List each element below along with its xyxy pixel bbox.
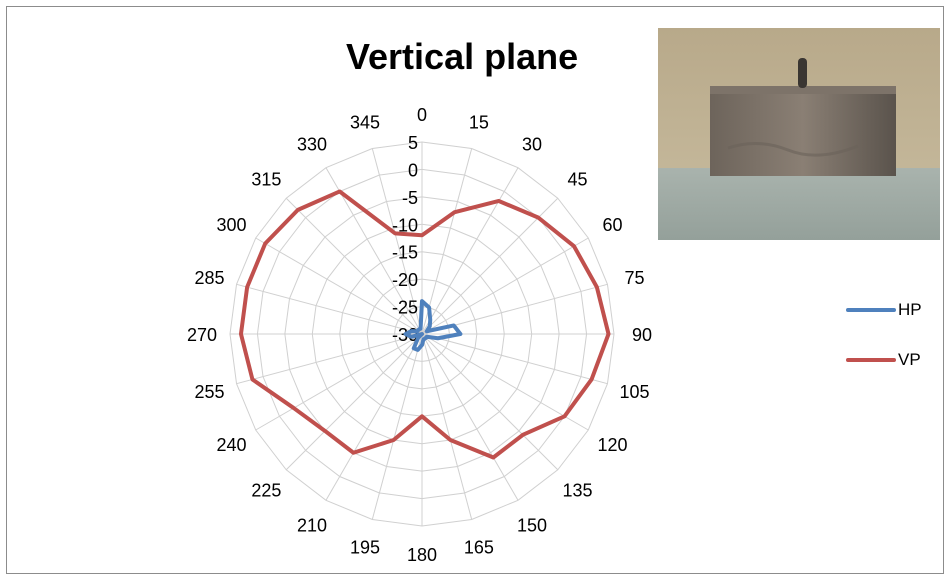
grid-spoke bbox=[325, 333, 423, 501]
chart-title: Vertical plane bbox=[346, 36, 579, 77]
angle-tick-label: 195 bbox=[350, 538, 380, 558]
grid-spoke bbox=[371, 333, 423, 520]
angle-tick-label: 180 bbox=[407, 545, 437, 565]
angle-tick-label: 135 bbox=[563, 481, 593, 501]
legend-swatch-hp bbox=[846, 308, 896, 312]
antenna-photo bbox=[658, 28, 940, 240]
angle-tick-label: 225 bbox=[251, 481, 281, 501]
grid-spoke bbox=[236, 333, 423, 385]
grid-spoke bbox=[255, 333, 423, 431]
grid-spoke bbox=[421, 237, 589, 335]
radial-tick-label: -20 bbox=[392, 270, 418, 290]
angle-tick-label: 105 bbox=[619, 382, 649, 402]
radial-tick-label: -10 bbox=[392, 215, 418, 235]
legend-label-hp: HP bbox=[898, 300, 922, 319]
angle-tick-label: 270 bbox=[187, 325, 217, 345]
radial-tick-label: 5 bbox=[408, 133, 418, 153]
angle-tick-label: 210 bbox=[297, 516, 327, 536]
grid-spoke bbox=[421, 333, 559, 471]
legend-label-vp: VP bbox=[898, 350, 921, 369]
angle-tick-label: 300 bbox=[216, 215, 246, 235]
radial-tick-label: -5 bbox=[402, 188, 418, 208]
angle-tick-label: 345 bbox=[350, 112, 380, 132]
legend-item-hp: HP bbox=[846, 298, 922, 322]
angle-tick-label: 150 bbox=[517, 516, 547, 536]
grid-spoke bbox=[255, 237, 423, 335]
angle-tick-label: 75 bbox=[624, 268, 644, 288]
angle-tick-label: 60 bbox=[603, 215, 623, 235]
angle-tick-label: 90 bbox=[632, 325, 652, 345]
angle-tick-label: 330 bbox=[297, 134, 327, 154]
radial-tick-label: -25 bbox=[392, 298, 418, 318]
grid-spoke bbox=[285, 197, 423, 335]
grid-spoke bbox=[421, 333, 473, 520]
angle-tick-label: 240 bbox=[216, 435, 246, 455]
angle-tick-label: 285 bbox=[194, 268, 224, 288]
grid-spoke bbox=[421, 333, 608, 385]
angle-tick-label: 255 bbox=[194, 382, 224, 402]
series-line-hp bbox=[403, 299, 463, 352]
angle-tick-label: 15 bbox=[469, 112, 489, 132]
grid-spoke bbox=[421, 148, 473, 335]
angle-tick-label: 45 bbox=[568, 169, 588, 189]
chart-legend: HP VP bbox=[846, 298, 922, 398]
angle-tick-label: 30 bbox=[522, 134, 542, 154]
angle-tick-label: 0 bbox=[417, 105, 427, 125]
grid-spoke bbox=[371, 148, 423, 335]
angle-tick-label: 120 bbox=[598, 435, 628, 455]
grid-spoke bbox=[421, 167, 519, 335]
grid-spoke bbox=[421, 333, 589, 431]
legend-swatch-vp bbox=[846, 358, 896, 362]
radial-tick-label: -15 bbox=[392, 243, 418, 263]
grid-spoke bbox=[421, 333, 519, 501]
angle-tick-label: 165 bbox=[464, 538, 494, 558]
angle-tick-label: 315 bbox=[251, 169, 281, 189]
grid-spoke bbox=[285, 333, 423, 471]
legend-item-vp: VP bbox=[846, 348, 922, 372]
series-line-vp bbox=[238, 189, 611, 460]
grid-spoke bbox=[421, 197, 559, 335]
radial-tick-label: 0 bbox=[408, 160, 418, 180]
grid-spoke bbox=[236, 283, 423, 335]
